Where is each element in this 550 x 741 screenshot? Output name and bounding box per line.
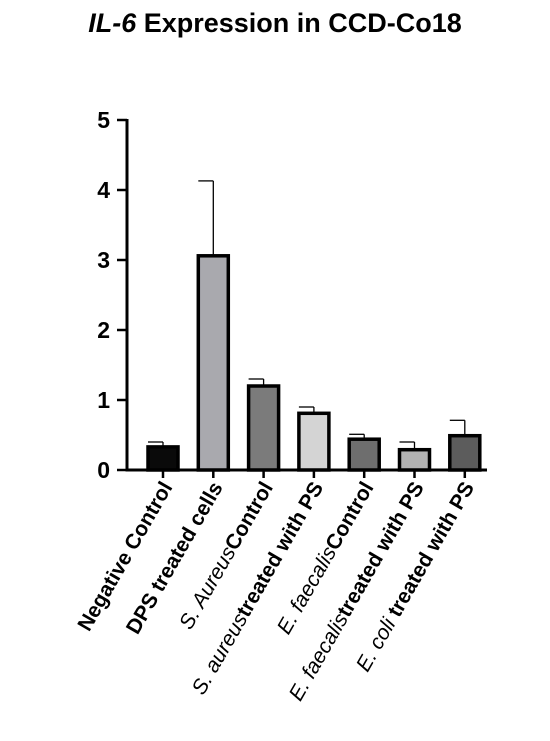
- y-tick-label: 2: [97, 317, 110, 343]
- chart-title: IL-6 Expression in CCD-Co18: [0, 8, 550, 39]
- bar: [448, 433, 482, 472]
- bar: [246, 384, 281, 472]
- bar: [297, 411, 331, 472]
- y-tick-label: 3: [97, 247, 110, 273]
- x-tick-label-part: Control: [321, 478, 378, 554]
- bar: [397, 447, 432, 472]
- chart-title-rest: Expression in CCD-Co18: [136, 8, 462, 38]
- x-tick-label-part: Control: [221, 478, 278, 554]
- y-tick-label: 1: [97, 387, 110, 413]
- bar: [146, 445, 180, 472]
- y-tick-label: 0: [97, 457, 110, 483]
- chart-title-italic: IL-6: [88, 8, 137, 38]
- y-tick-label: 5: [97, 107, 110, 133]
- y-tick-label: 4: [97, 177, 110, 203]
- bar: [347, 437, 381, 472]
- bar: [196, 254, 231, 472]
